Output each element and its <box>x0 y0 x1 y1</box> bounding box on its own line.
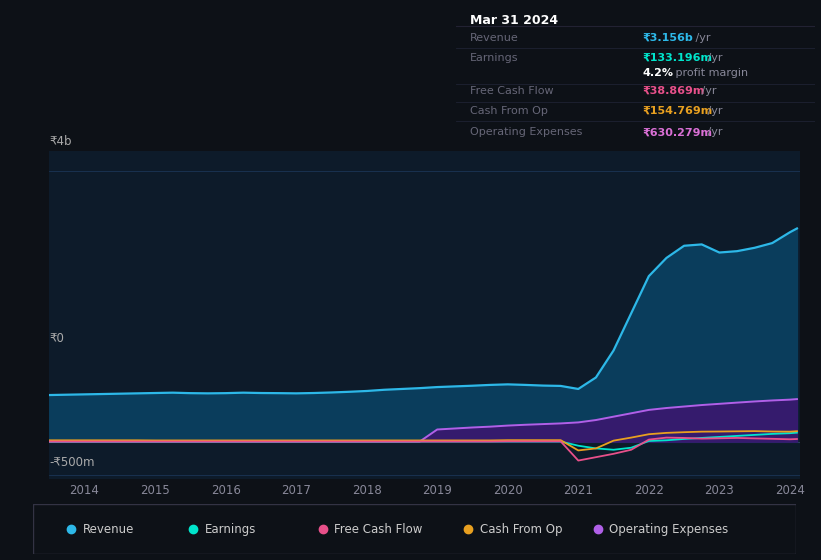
Text: ₹3.156b: ₹3.156b <box>643 33 694 43</box>
Text: ₹4b: ₹4b <box>49 136 71 148</box>
Text: Revenue: Revenue <box>470 33 519 43</box>
Text: Mar 31 2024: Mar 31 2024 <box>470 14 558 27</box>
Text: -₹500m: -₹500m <box>49 455 94 469</box>
Text: profit margin: profit margin <box>672 68 748 78</box>
Text: Earnings: Earnings <box>204 522 256 536</box>
Text: /yr: /yr <box>691 33 710 43</box>
Text: /yr: /yr <box>704 127 723 137</box>
Text: Operating Expenses: Operating Expenses <box>470 127 582 137</box>
Text: 4.2%: 4.2% <box>643 68 674 78</box>
Text: ₹154.769m: ₹154.769m <box>643 106 713 115</box>
Text: /yr: /yr <box>704 106 723 115</box>
Text: Earnings: Earnings <box>470 53 519 63</box>
Text: ₹133.196m: ₹133.196m <box>643 53 713 63</box>
Text: Free Cash Flow: Free Cash Flow <box>470 86 553 96</box>
Text: Cash From Op: Cash From Op <box>479 522 562 536</box>
Text: ₹630.279m: ₹630.279m <box>643 127 713 137</box>
Text: Free Cash Flow: Free Cash Flow <box>334 522 423 536</box>
Text: ₹38.869m: ₹38.869m <box>643 86 705 96</box>
Text: ₹0: ₹0 <box>49 332 64 346</box>
Text: /yr: /yr <box>704 53 723 63</box>
Text: Revenue: Revenue <box>82 522 134 536</box>
Text: Operating Expenses: Operating Expenses <box>609 522 728 536</box>
Text: /yr: /yr <box>698 86 717 96</box>
Text: Cash From Op: Cash From Op <box>470 106 548 115</box>
